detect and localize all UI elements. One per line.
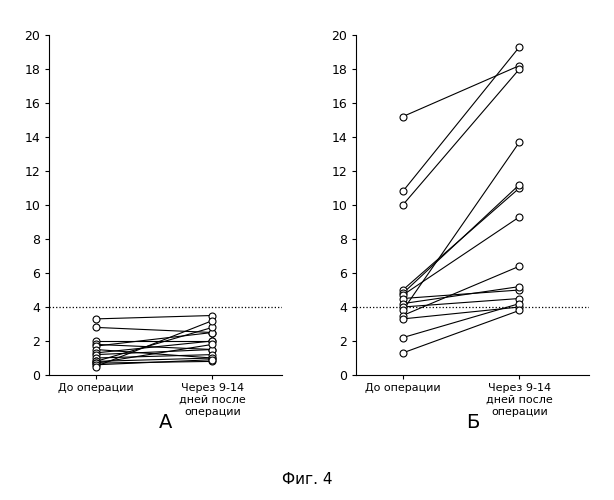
Text: Б: Б xyxy=(466,413,480,432)
Text: А: А xyxy=(159,413,173,432)
Text: Фиг. 4: Фиг. 4 xyxy=(282,472,332,488)
